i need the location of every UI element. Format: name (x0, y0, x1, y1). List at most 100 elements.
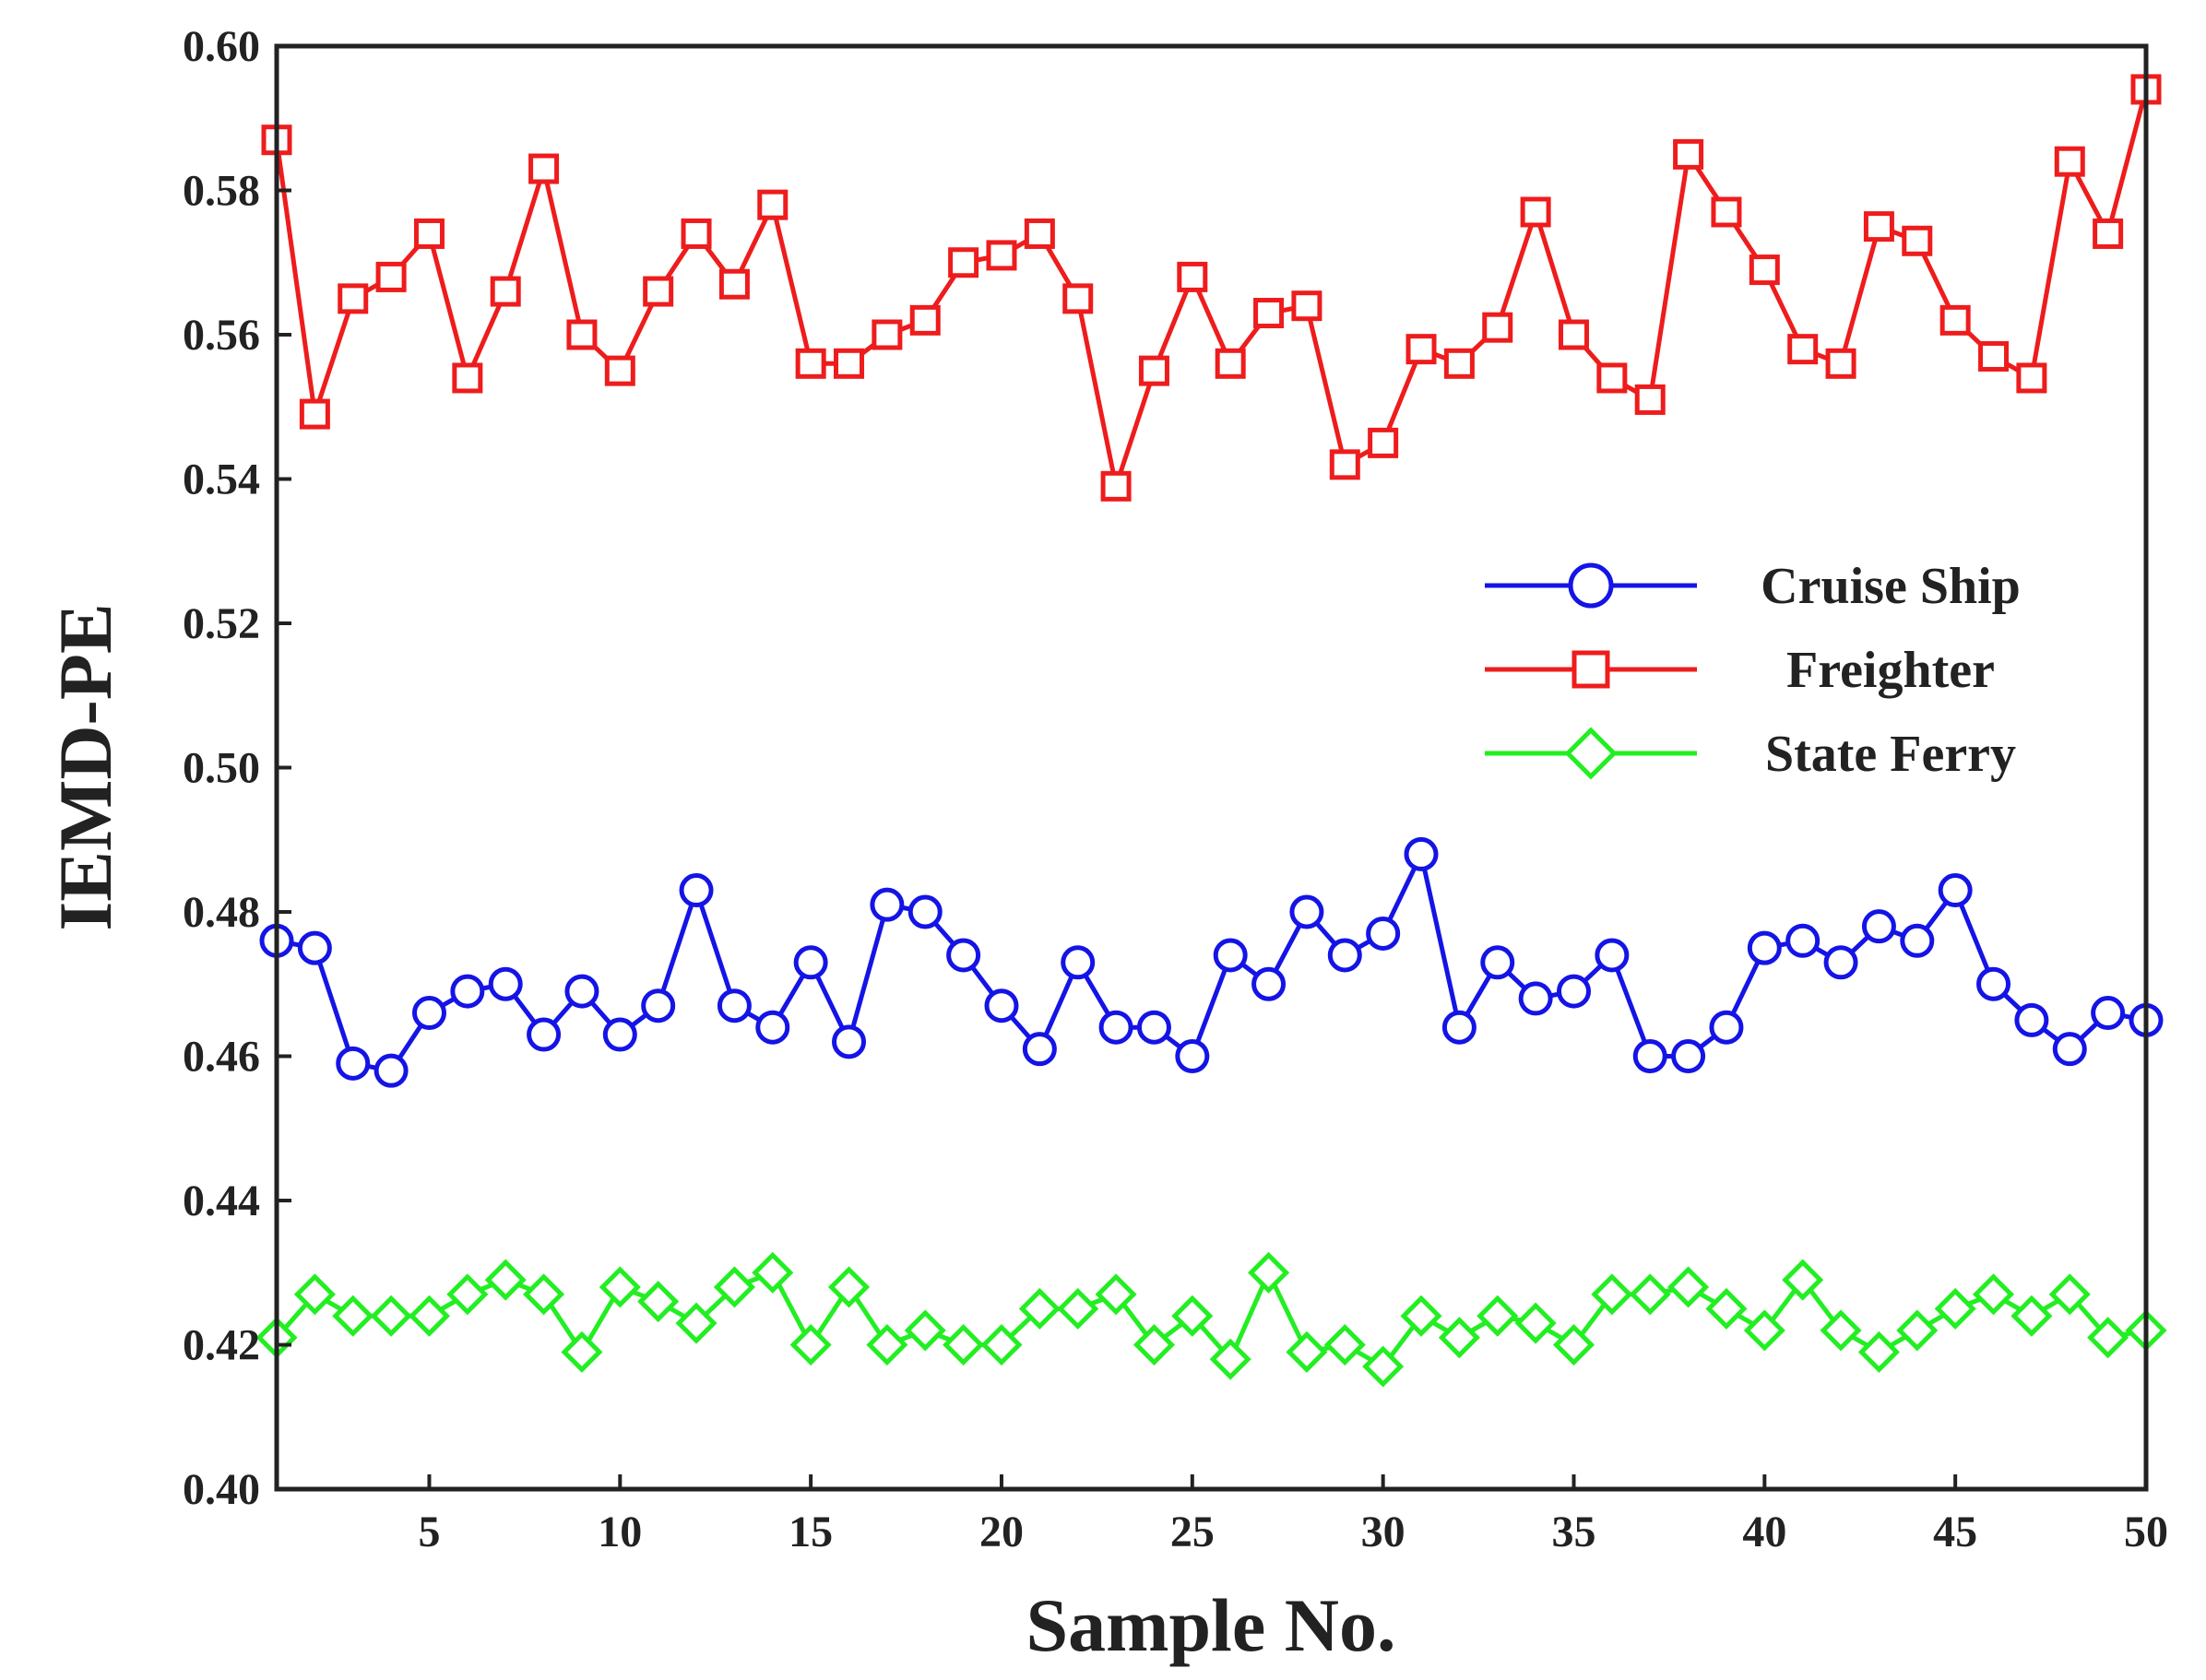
data-point-state-ferry (1667, 1266, 1710, 1308)
data-point-state-ferry (370, 1295, 412, 1337)
data-point-state-ferry (1743, 1309, 1785, 1352)
data-point-state-ferry (2087, 1317, 2129, 1359)
data-point-freighter (338, 283, 369, 314)
series-layer (255, 74, 2167, 1388)
data-point-cruise-ship (488, 966, 523, 1001)
data-point-cruise-ship (1251, 966, 1287, 1001)
data-point-freighter (490, 276, 521, 307)
data-point-freighter (2093, 218, 2124, 249)
data-point-state-ferry (1477, 1295, 1519, 1337)
data-point-cruise-ship (602, 1017, 637, 1052)
data-point-state-ferry (1629, 1273, 1671, 1316)
data-point-freighter (948, 247, 979, 278)
y-tick-label: 0.48 (183, 888, 260, 937)
data-point-state-ferry (827, 1266, 871, 1308)
data-point-state-ferry (1896, 1309, 1939, 1352)
data-point-state-ferry (523, 1273, 565, 1316)
data-point-state-ferry (1095, 1273, 1137, 1316)
data-point-cruise-ship (1061, 945, 1096, 980)
legend-item-state-ferry: State Ferry (1485, 726, 2016, 783)
data-point-cruise-ship (1022, 1032, 1057, 1067)
y-tick-label: 0.44 (183, 1177, 260, 1225)
data-point-cruise-ship (755, 1010, 790, 1045)
data-point-freighter (299, 398, 330, 430)
data-point-cruise-ship (1671, 1039, 1706, 1073)
data-point-cruise-ship (564, 974, 599, 1009)
data-point-cruise-ship (2091, 996, 2126, 1031)
data-point-cruise-ship (1938, 873, 1973, 908)
data-point-cruise-ship (1823, 945, 1858, 980)
data-point-freighter (1215, 348, 1246, 379)
legend-marker (1564, 727, 1618, 780)
data-point-cruise-ship (1861, 909, 1896, 944)
data-point-freighter (1062, 283, 1094, 314)
data-point-freighter (1939, 304, 1971, 336)
data-point-cruise-ship (832, 1024, 867, 1059)
data-point-cruise-ship (2014, 1002, 2049, 1037)
y-tick-label: 0.50 (183, 744, 260, 793)
data-point-freighter (1749, 254, 1780, 286)
data-point-state-ferry (1705, 1287, 1748, 1330)
data-point-cruise-ship (2052, 1032, 2087, 1067)
x-tick-label: 25 (1170, 1508, 1215, 1556)
data-point-state-ferry (675, 1302, 718, 1344)
legend-marker (1571, 650, 1610, 689)
y-tick-label: 0.40 (183, 1465, 260, 1514)
data-point-state-ferry (1400, 1295, 1442, 1337)
y-axis-title: IEMD-PE (43, 603, 127, 930)
data-point-cruise-ship (793, 945, 828, 980)
x-tick-label: 50 (2124, 1508, 2168, 1556)
data-point-cruise-ship (1441, 1010, 1477, 1045)
series-state-ferry (255, 1251, 2167, 1388)
legend-label: Cruise Ship (1761, 558, 2021, 615)
data-point-state-ferry (1934, 1287, 1976, 1330)
data-point-state-ferry (2048, 1273, 2091, 1316)
x-tick-label: 40 (1742, 1508, 1786, 1556)
data-point-freighter (1177, 261, 1208, 292)
data-point-freighter (1405, 334, 1437, 365)
data-point-freighter (375, 261, 407, 292)
data-point-state-ferry (1820, 1309, 1862, 1352)
data-point-freighter (1329, 449, 1360, 480)
data-point-cruise-ship (411, 996, 446, 1031)
data-point-state-ferry (980, 1323, 1023, 1366)
data-point-state-ferry (293, 1273, 336, 1316)
y-tick-label: 0.60 (183, 22, 260, 71)
data-point-freighter (1443, 348, 1475, 379)
data-point-state-ferry (2010, 1295, 2053, 1337)
data-point-state-ferry (599, 1266, 641, 1308)
data-point-state-ferry (1286, 1331, 1328, 1373)
data-point-cruise-ship (1709, 1010, 1744, 1045)
series-freighter (261, 74, 2162, 502)
data-point-cruise-ship (297, 930, 332, 965)
y-tick-label: 0.46 (183, 1033, 260, 1082)
data-point-freighter (909, 304, 941, 336)
data-point-freighter (1100, 470, 1132, 502)
data-point-state-ferry (789, 1323, 832, 1366)
series-cruise-ship (259, 836, 2164, 1088)
data-point-state-ferry (1057, 1287, 1099, 1330)
data-point-cruise-ship (527, 1017, 562, 1052)
data-point-cruise-ship (1518, 981, 1553, 1016)
data-point-cruise-ship (1976, 966, 2011, 1001)
data-point-freighter (1482, 312, 1513, 343)
data-point-freighter (2016, 362, 2047, 394)
data-point-cruise-ship (1480, 945, 1515, 980)
data-point-state-ferry (713, 1266, 755, 1308)
x-axis-title: Sample No. (1026, 1583, 1396, 1667)
data-point-cruise-ship (717, 988, 752, 1023)
data-point-cruise-ship (1175, 1039, 1210, 1073)
data-point-freighter (1787, 334, 1819, 365)
data-point-cruise-ship (1366, 916, 1401, 951)
data-point-cruise-ship (1632, 1039, 1667, 1073)
y-tick-label: 0.52 (183, 599, 260, 648)
data-point-freighter (528, 153, 560, 184)
data-point-freighter (1291, 290, 1322, 322)
x-tick-label: 15 (789, 1508, 833, 1556)
data-point-state-ferry (1018, 1287, 1061, 1330)
data-point-state-ferry (637, 1281, 680, 1323)
data-point-freighter (1711, 196, 1742, 228)
legend-label: State Ferry (1765, 726, 2016, 783)
x-tick-label: 30 (1361, 1508, 1405, 1556)
